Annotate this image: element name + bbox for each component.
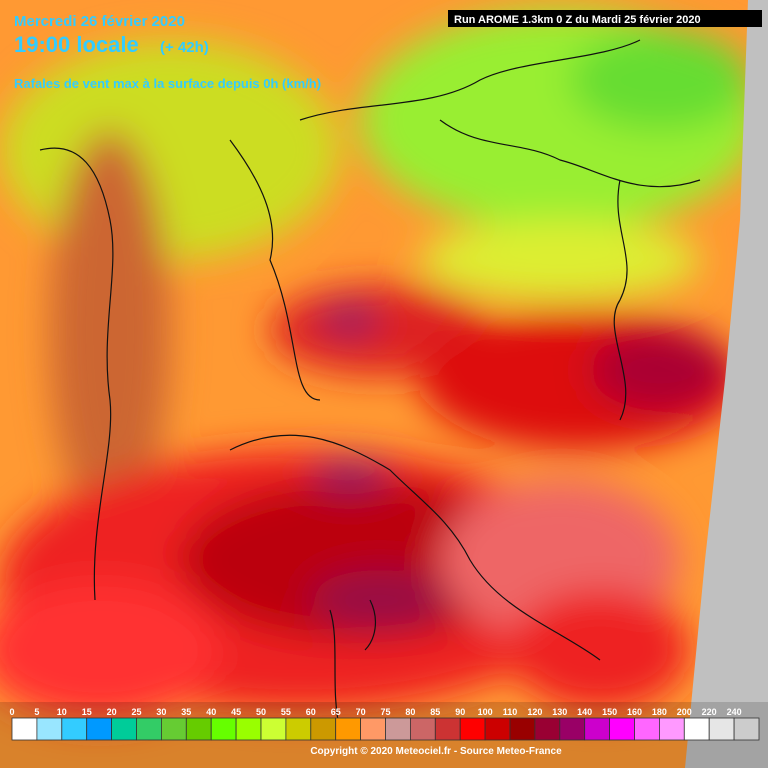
legend-swatch [310, 717, 337, 741]
legend-label: 30 [156, 707, 166, 717]
legend-label: 65 [331, 707, 341, 717]
legend-label: 85 [430, 707, 440, 717]
legend-label: 35 [181, 707, 191, 717]
legend-label: 5 [34, 707, 39, 717]
legend-swatch [584, 717, 611, 741]
run-box [448, 10, 762, 27]
legend-swatch [559, 717, 586, 741]
legend-swatch [609, 717, 635, 741]
legend-swatch [160, 717, 187, 741]
legend-label: 0 [9, 707, 14, 717]
legend-label: 20 [107, 707, 117, 717]
legend-label: 55 [281, 707, 291, 717]
borders [39, 39, 701, 731]
legend-label: 180 [652, 707, 667, 717]
legend-label: 50 [256, 707, 266, 717]
legend-label: 75 [380, 707, 390, 717]
legend-swatch [733, 717, 760, 741]
legend-swatch [11, 717, 38, 741]
legend-swatch [434, 717, 461, 741]
legend-label: 150 [602, 707, 617, 717]
legend-swatch [235, 717, 262, 741]
legend-swatch [385, 717, 411, 741]
legend-label: 200 [677, 707, 692, 717]
legend-label: 90 [455, 707, 465, 717]
legend-label: 10 [57, 707, 67, 717]
legend-swatch [360, 717, 386, 741]
legend-swatch [634, 717, 660, 741]
legend-swatch [534, 717, 561, 741]
legend-label: 80 [405, 707, 415, 717]
legend-swatch [36, 717, 63, 741]
legend-swatch [659, 717, 685, 741]
date: Mercredi 26 février 2020 [14, 13, 185, 30]
copyright: Copyright © 2020 Meteociel.fr - Source M… [310, 746, 562, 757]
legend-swatch [335, 717, 362, 741]
legend-swatch [683, 717, 710, 741]
legend-swatch [509, 717, 536, 741]
legend-label: 220 [702, 707, 717, 717]
legend-swatch [86, 717, 112, 741]
legend-swatch [409, 717, 436, 741]
legend-label: 15 [82, 707, 92, 717]
legend-label: 100 [478, 707, 493, 717]
legend-swatch [285, 717, 312, 741]
legend-label: 40 [206, 707, 216, 717]
legend-label: 25 [131, 707, 141, 717]
legend-swatch [210, 717, 237, 741]
legend-label: 140 [577, 707, 592, 717]
legend-label: 60 [306, 707, 316, 717]
run: Run AROME 1.3km 0 Z du Mardi 25 février … [454, 14, 701, 26]
legend-swatch [136, 717, 162, 741]
parameter: Rafales de vent max à la surface depuis … [14, 76, 321, 91]
legend-label: 130 [552, 707, 567, 717]
legend-swatch [111, 717, 137, 741]
legend-label: 120 [527, 707, 542, 717]
legend-label: 160 [627, 707, 642, 717]
legend-swatch [61, 717, 88, 741]
legend: 0 5 10 15 20 25 30 35 40 45 50 55 60 65 70 75 80 85 90 100 1… [0, 702, 768, 768]
legend-label: 240 [727, 707, 742, 717]
legend-label: 70 [356, 707, 366, 717]
legend-label: 110 [503, 707, 518, 717]
legend-swatch [708, 717, 735, 741]
legend-swatch [260, 717, 287, 741]
legend-swatch [459, 717, 486, 741]
legend-swatch [185, 717, 212, 741]
legend-swatch [484, 717, 511, 741]
time: 19:00 locale [14, 32, 139, 57]
legend-label: 45 [231, 707, 241, 717]
lead: (+ 42h) [160, 39, 209, 56]
